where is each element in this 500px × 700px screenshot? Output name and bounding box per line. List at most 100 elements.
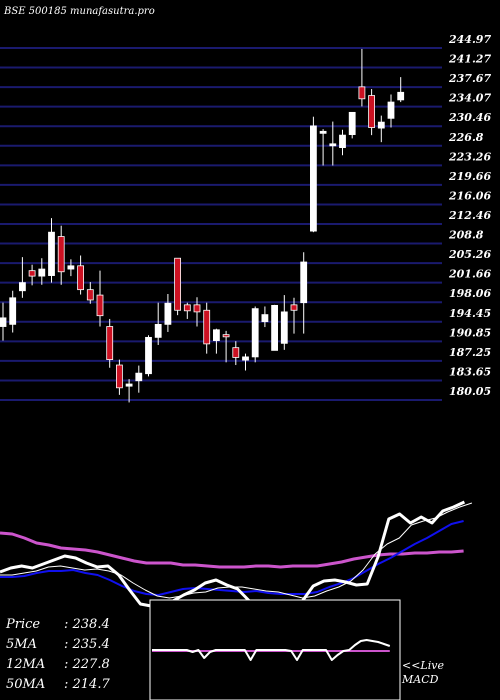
moving-average-lines: [0, 500, 473, 622]
stat-label: 12MA: [6, 657, 45, 672]
price-grid: [0, 47, 442, 401]
candle-body: [96, 294, 104, 317]
y-tick-label: 194.45: [449, 307, 491, 320]
candle: [203, 302, 211, 354]
y-tick-label: 223.26: [448, 150, 491, 163]
candle: [193, 297, 201, 327]
candle: [300, 252, 308, 334]
candle-body: [280, 311, 288, 344]
candle: [280, 295, 288, 350]
candle: [242, 353, 249, 371]
y-tick-label: 201.66: [448, 268, 491, 281]
candle-body: [329, 143, 337, 147]
candle-body: [57, 236, 65, 273]
candle-body: [368, 95, 376, 128]
candle: [57, 225, 65, 285]
y-tick-label: 208.8: [448, 229, 484, 242]
candlesticks: [0, 48, 405, 403]
candle-body: [261, 314, 269, 323]
candle-body: [358, 86, 366, 100]
candle: [387, 94, 395, 128]
candle-body: [300, 261, 308, 304]
y-tick-label: 180.05: [449, 385, 491, 398]
candle: [368, 89, 376, 136]
y-tick-label: 216.06: [448, 189, 491, 202]
live-label-line2: MACD: [401, 673, 439, 686]
candle-body: [348, 111, 356, 135]
y-tick-label: 198.06: [449, 287, 491, 300]
candle: [38, 258, 46, 285]
candle: [77, 255, 84, 295]
stat-label: Price: [5, 617, 40, 632]
candle: [261, 306, 269, 328]
stat-label: 50MA: [6, 677, 45, 692]
candle: [251, 306, 259, 363]
macd-line: [152, 639, 391, 661]
y-tick-label: 241.27: [448, 53, 491, 66]
stat-label: 5MA: [6, 637, 37, 652]
y-tick-label: 205.26: [448, 248, 491, 261]
y-tick-label: 219.66: [448, 170, 491, 183]
candle-body: [164, 302, 172, 325]
candle: [358, 48, 366, 107]
candle-body: [18, 282, 26, 292]
candle: [339, 129, 346, 156]
ma12-line: [0, 520, 464, 596]
stat-value: : 227.8: [64, 657, 110, 672]
candle: [348, 111, 356, 139]
y-axis-ticks: 244.97 241.27 237.67 234.07 230.46 226.8 223.2…: [448, 33, 491, 398]
live-label-line1: <<Live: [402, 659, 444, 672]
stat-value: : 235.4: [64, 637, 110, 652]
candle-body: [77, 265, 84, 291]
candle-body: [290, 304, 298, 311]
candle: [106, 318, 114, 368]
y-tick-label: 244.97: [448, 33, 491, 46]
y-tick-label: 187.25: [449, 346, 491, 359]
candle-body: [86, 289, 94, 301]
y-tick-label: 183.65: [449, 365, 491, 378]
stat-value: : 214.7: [64, 677, 110, 692]
candle-body: [309, 125, 317, 232]
candle: [67, 259, 75, 277]
candle-body: [48, 231, 55, 276]
candle: [309, 116, 317, 233]
candle-body: [203, 309, 211, 345]
candle: [222, 330, 230, 363]
candle: [86, 282, 94, 304]
y-tick-label: 212.46: [448, 209, 491, 222]
chart-title: BSE 500185 munafasutra.pro: [3, 6, 155, 17]
y-tick-label: 234.07: [448, 92, 491, 105]
candle: [18, 257, 26, 298]
candle-body: [9, 297, 17, 325]
y-tick-label: 230.46: [448, 111, 491, 124]
candle: [116, 359, 123, 395]
ma50-line: [0, 531, 464, 569]
candle-body: [106, 326, 114, 361]
candle-body: [212, 329, 220, 342]
macd-panel: [149, 599, 401, 700]
candle: [9, 290, 17, 333]
candle-body: [135, 372, 143, 382]
candle-body: [242, 356, 249, 361]
candle-body: [251, 308, 259, 358]
candle: [319, 129, 327, 166]
candle: [174, 257, 182, 316]
candle: [154, 302, 162, 345]
candle-body: [67, 265, 75, 270]
candle: [125, 379, 133, 403]
candle: [377, 115, 385, 143]
candle-body: [339, 134, 346, 149]
candle: [164, 293, 172, 332]
candle-body: [125, 383, 133, 387]
candle-body: [28, 270, 36, 277]
candle: [0, 302, 7, 341]
candle-body: [387, 101, 395, 119]
candle: [397, 77, 405, 103]
candle: [212, 328, 220, 354]
candle: [28, 264, 36, 286]
y-tick-label: 237.67: [448, 72, 491, 85]
candle: [135, 365, 143, 393]
candle-body: [116, 364, 123, 389]
candle: [183, 302, 191, 319]
